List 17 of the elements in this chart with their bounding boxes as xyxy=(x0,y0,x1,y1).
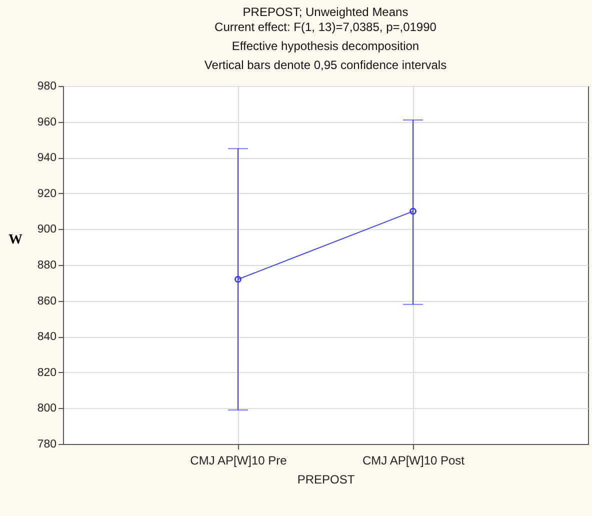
y-tick-label: 940 xyxy=(37,152,56,164)
y-axis-title: W xyxy=(8,232,22,248)
y-tick-label: 800 xyxy=(37,402,56,415)
y-tick-label: 860 xyxy=(37,295,56,308)
x-tick-label: CMJ AP[W]10 Post xyxy=(362,454,466,468)
y-tick-label: 900 xyxy=(37,224,56,236)
y-tick-label: 820 xyxy=(37,366,56,379)
chart-subtitle: Current effect: F(1, 13)=7,0385, p=,01990 Effective hypothesis decomposition Vertical bars denote 0,95 confidence intervals xyxy=(204,20,447,72)
y-tick-label: 780 xyxy=(37,438,56,450)
y-tick-label: 960 xyxy=(37,116,56,128)
y-tick-label: 840 xyxy=(37,331,56,344)
y-tick-label: 920 xyxy=(37,188,56,200)
x-tick-label: CMJ AP[W]10 Pre xyxy=(190,454,288,468)
y-tick-label: 980 xyxy=(37,80,56,92)
chart-title: PREPOST; Unweighted Means xyxy=(242,5,408,19)
y-tick-label: 880 xyxy=(37,260,56,272)
x-axis-title: PREPOST xyxy=(297,472,356,486)
